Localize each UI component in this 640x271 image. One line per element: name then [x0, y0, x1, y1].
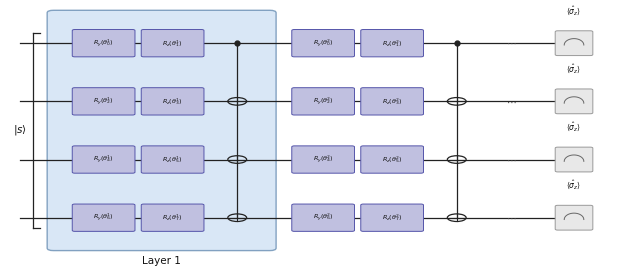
FancyBboxPatch shape	[292, 146, 355, 173]
FancyBboxPatch shape	[141, 204, 204, 231]
FancyBboxPatch shape	[72, 88, 135, 115]
FancyBboxPatch shape	[556, 147, 593, 172]
Text: $R_z(\theta_5^1)$: $R_z(\theta_5^1)$	[163, 154, 183, 165]
Text: $R_z(\theta_7^2)$: $R_z(\theta_7^2)$	[382, 212, 403, 223]
FancyBboxPatch shape	[292, 204, 355, 231]
FancyBboxPatch shape	[141, 88, 204, 115]
Text: $\cdots$: $\cdots$	[506, 154, 516, 164]
Text: $\cdots$: $\cdots$	[506, 213, 516, 223]
Text: $R_z(\theta_7^1)$: $R_z(\theta_7^1)$	[163, 212, 183, 223]
Text: $R_y(\theta_6^2)$: $R_y(\theta_6^2)$	[313, 212, 333, 224]
FancyBboxPatch shape	[556, 89, 593, 114]
Text: $R_y(\theta_0^1)$: $R_y(\theta_0^1)$	[93, 37, 114, 49]
FancyBboxPatch shape	[361, 204, 424, 231]
Text: $R_z(\theta_1^2)$: $R_z(\theta_1^2)$	[382, 38, 403, 49]
FancyBboxPatch shape	[361, 88, 424, 115]
Text: $R_z(\theta_3^1)$: $R_z(\theta_3^1)$	[163, 96, 183, 107]
FancyBboxPatch shape	[47, 10, 276, 251]
Text: $R_y(\theta_6^1)$: $R_y(\theta_6^1)$	[93, 212, 114, 224]
Text: $\cdots$: $\cdots$	[506, 38, 516, 48]
Text: $R_y(\theta_0^2)$: $R_y(\theta_0^2)$	[313, 37, 333, 49]
Text: Layer 1: Layer 1	[142, 256, 181, 266]
FancyBboxPatch shape	[72, 204, 135, 231]
FancyBboxPatch shape	[361, 30, 424, 57]
FancyBboxPatch shape	[292, 88, 355, 115]
Text: $R_y(\theta_2^2)$: $R_y(\theta_2^2)$	[313, 96, 333, 107]
Text: $R_y(\theta_4^2)$: $R_y(\theta_4^2)$	[313, 154, 333, 165]
Text: $R_y(\theta_4^1)$: $R_y(\theta_4^1)$	[93, 154, 114, 165]
Text: $R_z(\theta_3^2)$: $R_z(\theta_3^2)$	[382, 96, 403, 107]
Text: $\langle\hat{\sigma}_z\rangle$: $\langle\hat{\sigma}_z\rangle$	[566, 121, 582, 134]
FancyBboxPatch shape	[361, 146, 424, 173]
Text: $\langle\hat{\sigma}_z\rangle$: $\langle\hat{\sigma}_z\rangle$	[566, 4, 582, 18]
FancyBboxPatch shape	[556, 205, 593, 230]
Text: $R_y(\theta_2^1)$: $R_y(\theta_2^1)$	[93, 96, 114, 107]
Text: $\langle\hat{\sigma}_z\rangle$: $\langle\hat{\sigma}_z\rangle$	[566, 63, 582, 76]
FancyBboxPatch shape	[556, 31, 593, 56]
FancyBboxPatch shape	[72, 146, 135, 173]
FancyBboxPatch shape	[72, 30, 135, 57]
FancyBboxPatch shape	[292, 30, 355, 57]
FancyBboxPatch shape	[141, 146, 204, 173]
Text: $|s\rangle$: $|s\rangle$	[13, 124, 27, 137]
Text: $R_z(\theta_5^2)$: $R_z(\theta_5^2)$	[382, 154, 403, 165]
Text: $\langle\hat{\sigma}_z\rangle$: $\langle\hat{\sigma}_z\rangle$	[566, 179, 582, 192]
Text: $\cdots$: $\cdots$	[506, 96, 516, 106]
FancyBboxPatch shape	[141, 30, 204, 57]
Text: $R_z(\theta_1^1)$: $R_z(\theta_1^1)$	[163, 38, 183, 49]
